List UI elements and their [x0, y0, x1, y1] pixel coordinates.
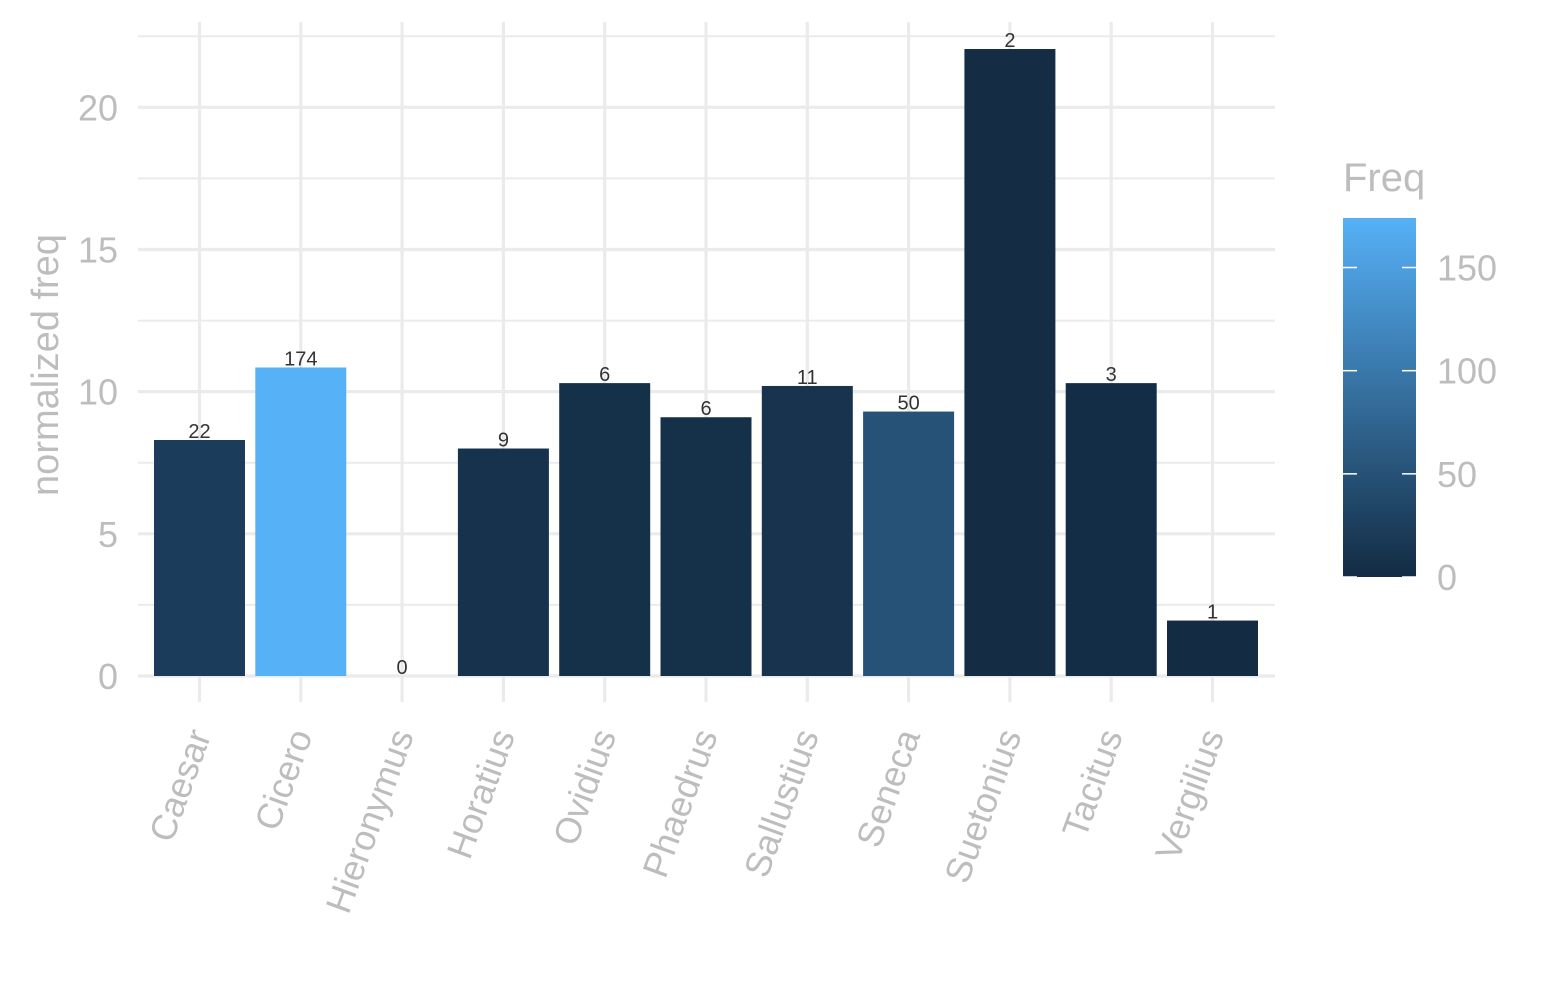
data-label: 174: [284, 348, 317, 370]
legend-tick-label: 50: [1437, 454, 1477, 495]
y-axis-label: normalized freq: [25, 234, 67, 496]
bar: [154, 439, 245, 676]
x-tick-label: Tacitus: [1054, 724, 1131, 843]
y-tick-label: 5: [98, 514, 118, 555]
bar: [660, 417, 752, 676]
legend: Freq 0 50 100 150: [1343, 156, 1497, 598]
x-tick-label: Suetonius: [936, 724, 1029, 888]
data-label: 11: [797, 367, 818, 389]
x-tick-label: Ovidius: [545, 724, 625, 851]
legend-tick-label: 0: [1437, 557, 1457, 598]
x-tick-label: Cicero: [246, 724, 320, 836]
y-tick-label: 15: [78, 229, 118, 270]
y-tick-label: 20: [78, 87, 118, 128]
data-label: 0: [397, 657, 408, 679]
data-label: 3: [1106, 364, 1117, 386]
bar: [1167, 620, 1258, 676]
data-label: 9: [498, 430, 509, 452]
bar: [761, 385, 853, 676]
x-tick-label: Seneca: [848, 723, 929, 853]
bar: [1065, 383, 1157, 676]
bar: [863, 411, 955, 676]
data-label: 6: [599, 364, 610, 386]
data-label: 6: [700, 398, 711, 420]
data-label: 50: [897, 393, 919, 415]
data-label: 1: [1207, 602, 1218, 624]
x-tick-label: Vergilius: [1147, 724, 1232, 866]
y-axis-ticks: 0 5 10 15 20: [78, 87, 118, 697]
x-tick-label: Phaedrus: [634, 724, 725, 883]
y-tick-label: 10: [78, 372, 118, 413]
legend-title: Freq: [1343, 156, 1425, 200]
data-label: 22: [188, 421, 210, 443]
data-labels: 22 174 0 9 6 6 11 50 2 3 1: [188, 30, 1218, 679]
bar: [964, 49, 1056, 676]
bar: [559, 383, 651, 676]
legend-colorbar: [1343, 218, 1416, 577]
bar: [457, 448, 549, 676]
x-tick-label: Sallustius: [736, 724, 827, 883]
legend-tick-label: 100: [1437, 351, 1497, 392]
x-tick-label: Caesar: [141, 724, 219, 847]
bar: [255, 367, 347, 676]
x-tick-label: Hieronymus: [317, 724, 421, 919]
bars: [154, 49, 1258, 676]
legend-ticks: 0 50 100 150: [1343, 248, 1497, 598]
legend-tick-label: 150: [1437, 248, 1497, 289]
data-label: 2: [1004, 30, 1015, 52]
y-tick-label: 0: [98, 656, 118, 697]
x-tick-label: Horatius: [439, 724, 523, 864]
